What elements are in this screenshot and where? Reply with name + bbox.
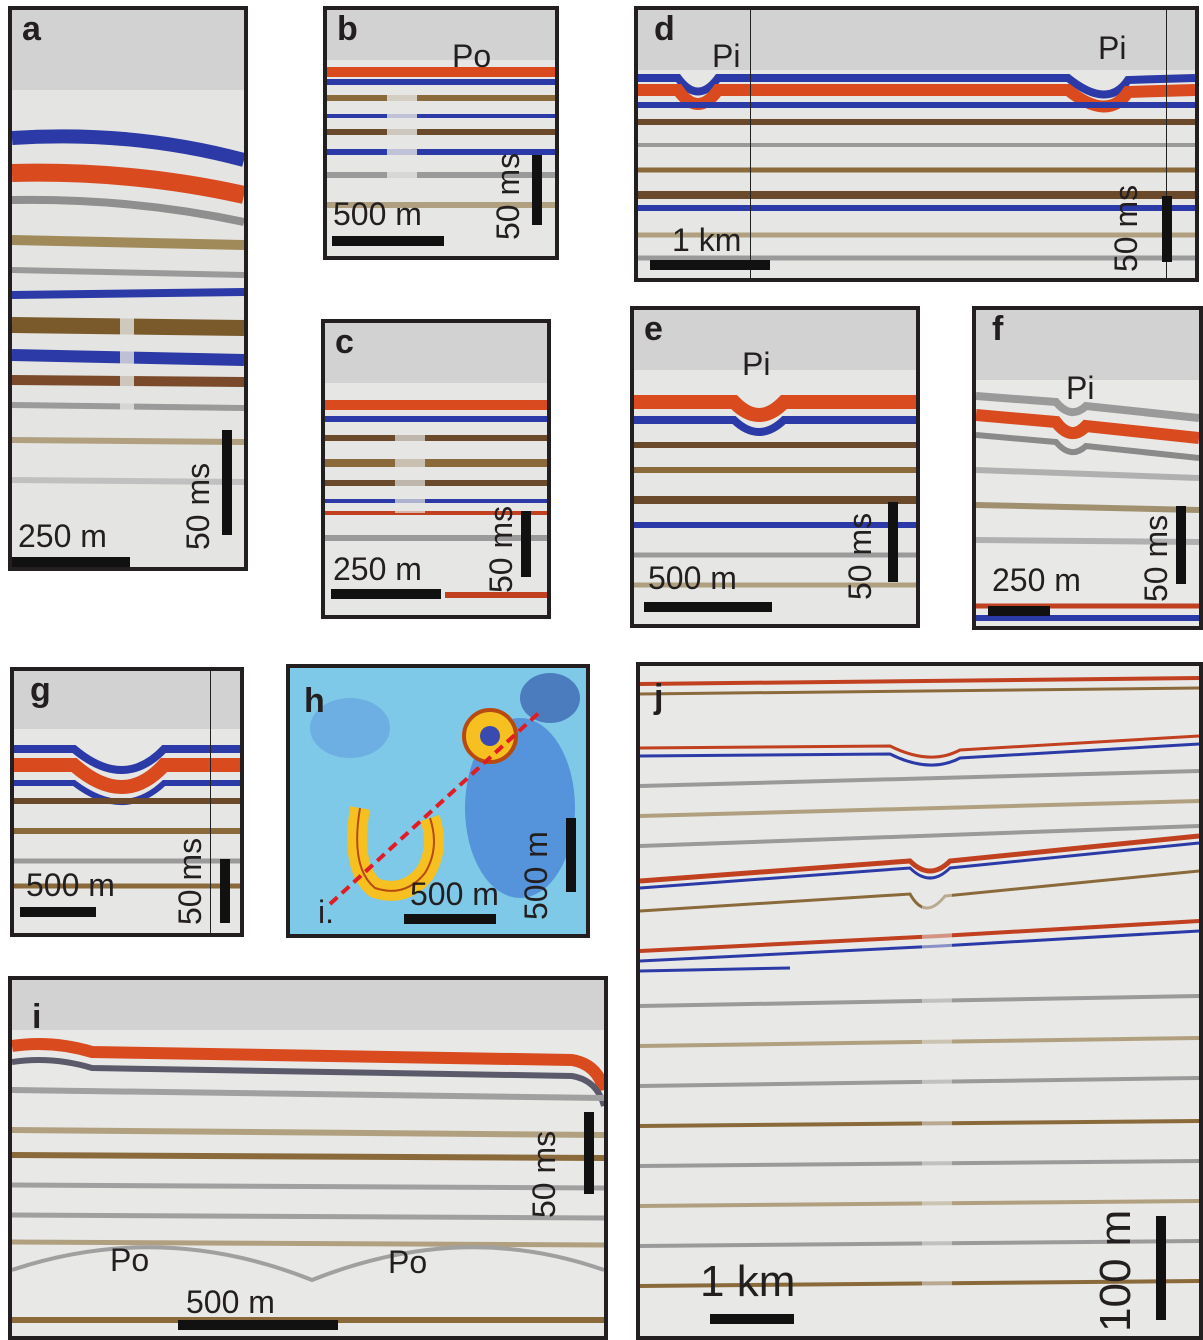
panel-f-scale-v-bar <box>1176 506 1186 584</box>
panel-e-feature-label: Pi <box>742 346 771 382</box>
panel-c-label: c <box>335 323 354 361</box>
panel-h-scale-v-label: 500 m <box>518 831 554 920</box>
panel-c-scale-v-bar <box>521 511 531 577</box>
panel-h-section-line-label: i. <box>318 894 334 930</box>
seismic-section-g <box>14 671 240 933</box>
panel-i-scale-h-label: 500 m <box>186 1284 275 1320</box>
panel-j-scale-v-label: 100 m <box>1091 1209 1140 1332</box>
panel-j-scale-v-bar <box>1156 1216 1166 1320</box>
seismic-section-e <box>634 310 916 624</box>
panel-j-scale-h-bar <box>710 1314 794 1324</box>
panel-i-scale-h-bar <box>178 1320 338 1330</box>
seismic-section-b <box>327 10 555 256</box>
panel-h-label: h <box>304 682 325 720</box>
panel-i-feature-label-1: Po <box>110 1242 150 1278</box>
panel-d-section-divider-1 <box>750 10 751 278</box>
seismic-section-j <box>640 666 1199 1336</box>
panel-d-scale-v-bar <box>1162 196 1172 262</box>
panel-g-scale-v-bar <box>220 859 230 923</box>
panel-a-scale-h-label: 250 m <box>18 518 107 554</box>
panel-b-scale-v-bar <box>532 155 542 225</box>
panel-d-feature-label-2: Pi <box>1098 30 1127 66</box>
panel-i: i Po Po 500 m 50 ms <box>8 976 608 1340</box>
panel-e-label: e <box>644 310 663 348</box>
panel-a-scale-h-bar <box>12 557 130 567</box>
panel-a: a 250 m 50 ms <box>8 6 248 571</box>
panel-c-scale-h-bar <box>331 589 441 599</box>
panel-g-scale-v-label: 50 ms <box>172 837 208 925</box>
panel-i-scale-v-bar <box>584 1112 594 1194</box>
seismic-section-i <box>12 980 604 1336</box>
panel-a-label: a <box>22 10 41 48</box>
panel-c-scale-h-label: 250 m <box>333 551 422 587</box>
panel-h-scale-h-label: 500 m <box>410 876 499 912</box>
seismic-section-f <box>976 310 1199 626</box>
panel-b-scale-v-label: 50 ms <box>490 152 526 240</box>
panel-h-scale-v-bar <box>566 818 576 892</box>
panel-g-label: g <box>30 671 51 709</box>
panel-j-label: j <box>654 678 664 716</box>
panel-a-scale-v-label: 50 ms <box>180 462 216 550</box>
panel-f: f Pi 250 m 50 ms <box>972 306 1203 630</box>
panel-b-feature-label: Po <box>452 38 492 74</box>
seismic-section-a <box>12 10 244 567</box>
panel-f-scale-h-label: 250 m <box>992 562 1081 598</box>
panel-d: d Pi Pi 1 km 50 ms <box>634 6 1199 282</box>
panel-d-scale-h-bar <box>650 260 770 270</box>
panel-h: h i. 500 m 500 m <box>286 664 590 938</box>
panel-f-feature-label: Pi <box>1066 370 1095 406</box>
panel-c: c 250 m 50 ms <box>321 319 551 619</box>
panel-b-scale-h-label: 500 m <box>333 196 422 232</box>
panel-d-scale-h-label: 1 km <box>672 222 742 258</box>
panel-c-scale-v-label: 50 ms <box>483 505 519 593</box>
panel-j-scale-h-label: 1 km <box>700 1257 796 1306</box>
panel-d-scale-v-label: 50 ms <box>1108 184 1144 272</box>
panel-i-label: i <box>32 998 42 1036</box>
panel-d-section-divider-2 <box>1166 10 1167 278</box>
panel-b-scale-h-bar <box>332 236 444 246</box>
panel-e-scale-h-bar <box>644 602 772 612</box>
panel-i-scale-v-label: 50 ms <box>526 1130 562 1218</box>
panel-d-label: d <box>654 10 675 48</box>
panel-g: g 500 m 50 ms <box>10 667 244 937</box>
panel-e-scale-v-label: 50 ms <box>842 512 878 600</box>
panel-e-scale-v-bar <box>888 502 898 582</box>
panel-g-section-divider <box>210 671 211 933</box>
seismic-map-h <box>290 668 586 934</box>
panel-f-scale-v-label: 50 ms <box>1138 514 1174 602</box>
panel-e-scale-h-label: 500 m <box>648 560 737 596</box>
panel-f-scale-h-bar <box>988 606 1050 616</box>
panel-d-feature-label-1: Pi <box>712 38 741 74</box>
panel-e: e Pi 500 m 50 ms <box>630 306 920 628</box>
panel-a-scale-v-bar <box>222 430 232 535</box>
panel-f-label: f <box>992 310 1004 348</box>
panel-h-scale-h-bar <box>404 914 496 924</box>
panel-g-scale-h-label: 500 m <box>26 867 115 903</box>
panel-j: j 1 km 100 m <box>636 662 1203 1340</box>
panel-b-label: b <box>337 10 358 48</box>
seismic-section-c <box>325 323 547 615</box>
panel-i-feature-label-2: Po <box>388 1244 428 1280</box>
seismic-section-d <box>638 10 1195 278</box>
panel-g-scale-h-bar <box>20 907 96 917</box>
panel-b: b Po 500 m 50 ms <box>323 6 559 260</box>
